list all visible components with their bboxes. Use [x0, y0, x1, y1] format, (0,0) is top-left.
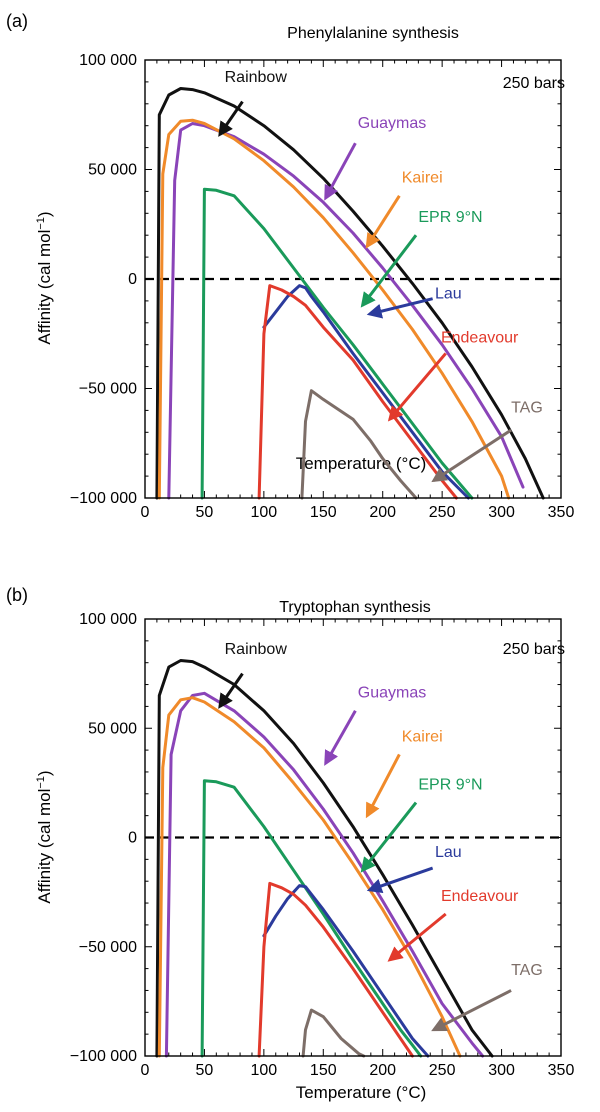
x-axis-label: Temperature (°C)	[296, 1083, 427, 1102]
tick-labels: 0 50 100 150 200 250 300 350 −100 000 −50 000 0 50 …	[70, 52, 575, 521]
y-tick-label: 50 000	[88, 162, 137, 179]
y-tick-label: −100 000	[70, 1048, 137, 1065]
series-labels: Rainbow Guaymas Kairei EPR 9°N Lau Endeavour T…	[225, 69, 543, 417]
panel-b: (b) Tryptophan synthesis 250 bars Temper…	[6, 585, 574, 1102]
series-line-tag	[300, 389, 418, 500]
series-label-tag: TAG	[511, 962, 543, 979]
arrow-epr-9-n	[360, 234, 418, 308]
pressure-annotation: 250 bars	[503, 75, 565, 92]
arrow-guaymas	[324, 142, 357, 201]
y-tick-label: 0	[128, 271, 137, 288]
arrow-rainbow	[218, 100, 244, 137]
series-label-kairei: Kairei	[402, 170, 443, 187]
series-line-endeavour	[257, 284, 458, 500]
series-labels: Rainbow Guaymas Kairei EPR 9°N Lau Endeavour T…	[225, 641, 543, 979]
y-tick-label: 50 000	[88, 720, 137, 737]
plot-frame	[144, 59, 562, 499]
panel-a: (a) Phenylalanine synthesis 250 bars Tem…	[6, 11, 574, 521]
series-label-rainbow: Rainbow	[225, 641, 288, 658]
x-tick-label: 100	[251, 1062, 278, 1079]
series-label-lau: Lau	[435, 844, 462, 861]
x-tick-label: 350	[548, 1062, 575, 1079]
series-label-guaymas: Guaymas	[358, 115, 426, 132]
x-tick-label: 250	[429, 504, 456, 521]
y-axis-label: Affinity (cal mol−1)	[35, 770, 54, 903]
arrow-epr-9-n	[360, 801, 418, 873]
x-tick-label: 50	[196, 504, 214, 521]
series-label-epr-9-n: EPR 9°N	[418, 209, 482, 226]
y-tick-label: −50 000	[79, 939, 137, 956]
series-line-lau	[262, 284, 470, 500]
series-line-guaymas	[167, 122, 525, 500]
series-line-epr-9-n	[200, 187, 474, 500]
arrows	[218, 672, 512, 1032]
panel-label: (b)	[6, 585, 28, 605]
tick-labels: 0 50 100 150 200 250 300 350 −100 000 −50 000 0 50 …	[70, 611, 575, 1079]
ticks	[144, 618, 562, 1057]
series-line-guaymas	[164, 691, 485, 1058]
series-line-rainbow	[155, 659, 494, 1058]
arrow-kairei	[365, 753, 401, 819]
x-tick-label: 250	[429, 1062, 456, 1079]
series-label-tag: TAG	[511, 400, 543, 417]
y-tick-label: 0	[128, 830, 137, 847]
x-tick-label: 100	[251, 504, 278, 521]
ticks	[144, 59, 562, 499]
plot-frame	[144, 618, 562, 1057]
series-label-epr-9-n: EPR 9°N	[418, 776, 482, 793]
series-label-rainbow: Rainbow	[225, 69, 288, 86]
arrow-endeavour	[387, 352, 447, 422]
arrows	[218, 100, 512, 483]
series-line-endeavour	[257, 881, 414, 1058]
y-tick-label: −100 000	[70, 490, 137, 507]
series	[155, 87, 545, 500]
chart-title: Phenylalanine synthesis	[287, 25, 459, 42]
y-axis-label: Affinity (cal mol−1)	[35, 211, 54, 344]
y-tick-label: 100 000	[79, 52, 137, 69]
arrow-endeavour	[387, 912, 447, 962]
y-axis-label-superscript: −1	[35, 776, 47, 789]
x-tick-label: 0	[141, 504, 150, 521]
x-tick-label: 0	[141, 1062, 150, 1079]
arrow-tag	[431, 428, 512, 483]
series	[155, 659, 494, 1058]
series-line-tag	[301, 1008, 366, 1058]
arrow-guaymas	[324, 710, 357, 766]
arrow-tag	[431, 989, 512, 1032]
y-axis-label-superscript: −1	[35, 217, 47, 230]
series-line-rainbow	[155, 87, 545, 500]
chart-title: Tryptophan synthesis	[279, 599, 430, 616]
series-label-endeavour: Endeavour	[441, 330, 519, 347]
x-tick-label: 50	[196, 1062, 214, 1079]
pressure-annotation: 250 bars	[503, 641, 565, 658]
series-label-lau: Lau	[435, 286, 462, 303]
series-line-kairei	[157, 118, 511, 500]
series-label-guaymas: Guaymas	[358, 685, 426, 702]
series-label-kairei: Kairei	[402, 728, 443, 745]
x-tick-label: 300	[488, 1062, 515, 1079]
x-tick-label: 150	[310, 504, 337, 521]
y-tick-label: 100 000	[79, 611, 137, 628]
series-label-endeavour: Endeavour	[441, 888, 519, 905]
x-tick-label: 200	[369, 1062, 396, 1079]
series-line-lau	[262, 884, 430, 1058]
arrow-lau	[366, 866, 434, 894]
x-axis-label: Temperature (°C)	[296, 454, 427, 473]
panel-label: (a)	[6, 11, 28, 31]
arrow-kairei	[365, 194, 401, 249]
arrow-rainbow	[218, 672, 244, 709]
y-tick-label: −50 000	[79, 381, 137, 398]
arrow-lau	[366, 297, 433, 319]
x-tick-label: 200	[369, 504, 396, 521]
x-tick-label: 150	[310, 1062, 337, 1079]
series-line-kairei	[157, 696, 462, 1058]
x-tick-label: 300	[488, 504, 515, 521]
x-tick-label: 350	[548, 504, 575, 521]
